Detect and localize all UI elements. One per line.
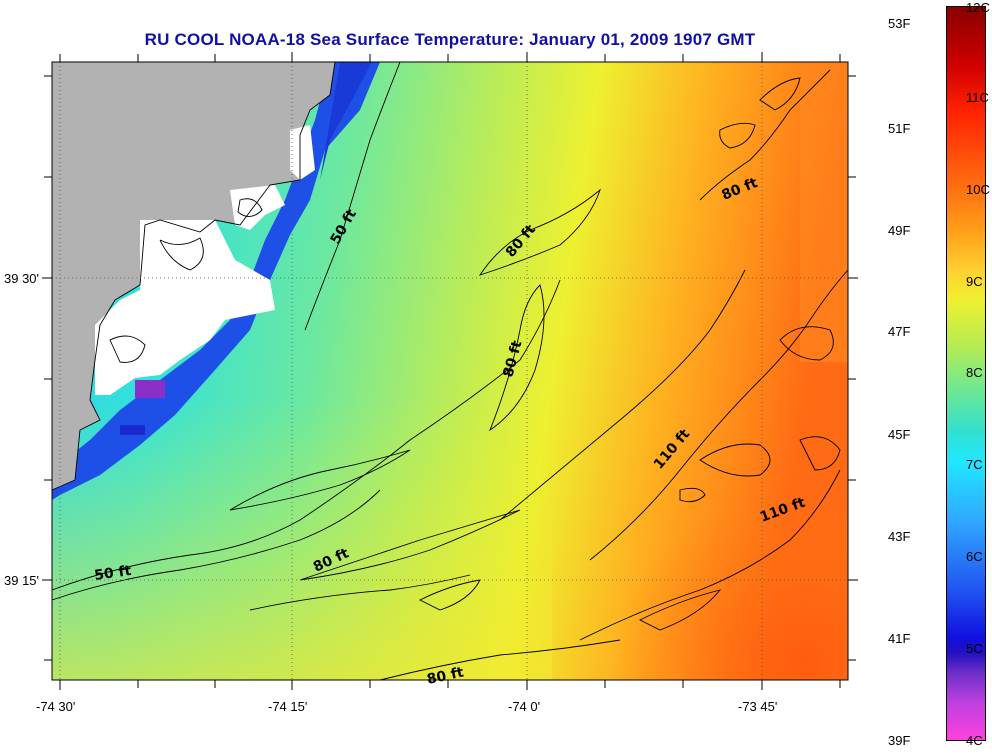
- land-mass: [52, 62, 335, 490]
- colorbar-c-label: 10C: [966, 182, 990, 197]
- colorbar-c-label: 9C: [966, 274, 983, 289]
- coastline: [51, 61, 336, 491]
- colorbar-f-label: 45F: [888, 427, 911, 442]
- lon-label: -73 45': [738, 699, 778, 714]
- colorbar-f-label: 53F: [888, 16, 911, 31]
- colorbar-c-label: 4C: [966, 733, 983, 748]
- colorbar-c-label: 11C: [966, 90, 989, 105]
- colorbar-f-label: 41F: [888, 631, 911, 646]
- axis-ticks: [42, 52, 858, 690]
- colorbar-c-label: 8C: [966, 365, 983, 380]
- lat-label: 39 15': [4, 573, 40, 588]
- colorbar-c-label: 7C: [966, 457, 983, 472]
- map-title: RU COOL NOAA-18 Sea Surface Temperature:…: [144, 30, 756, 49]
- contour-label: 50 ft: [93, 563, 132, 584]
- contour-label: 80 ft: [426, 664, 466, 687]
- colorbar-f-label: 39F: [888, 733, 911, 748]
- depth-contours: [51, 61, 849, 681]
- colorbar-f-label: 47F: [888, 324, 911, 339]
- colorbar-c-label: 6C: [966, 549, 983, 564]
- colorbar-f-label: 51F: [888, 121, 911, 136]
- colorbar: [946, 6, 986, 741]
- colorbar-c-label: 12C: [966, 0, 990, 15]
- lon-label: -74 0': [508, 699, 541, 714]
- lon-label: -74 30': [36, 699, 76, 714]
- lon-label: -74 15': [268, 699, 308, 714]
- graticule: [52, 62, 848, 680]
- colorbar-f-label: 49F: [888, 223, 911, 238]
- lat-label: 39 30': [4, 271, 40, 286]
- colorbar-f-label: 43F: [888, 529, 911, 544]
- colorbar-c-label: 5C: [966, 641, 983, 656]
